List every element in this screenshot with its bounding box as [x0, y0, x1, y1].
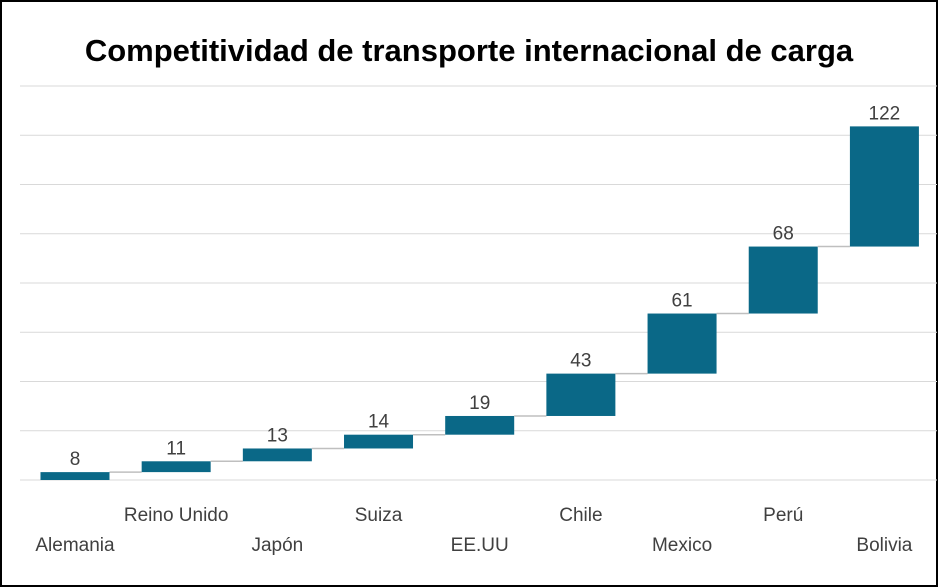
x-tick-label: Perú — [763, 505, 803, 526]
value-label: 43 — [570, 351, 591, 372]
x-tick-label: Reino Unido — [124, 505, 229, 526]
bar — [40, 472, 110, 480]
bar — [344, 434, 414, 449]
x-tick-label: Alemania — [35, 535, 115, 556]
x-tick-label: Mexico — [652, 535, 712, 556]
x-tick-label: Bolivia — [856, 535, 912, 556]
x-tick-label: Japón — [251, 535, 303, 556]
x-tick-label: EE.UU — [451, 535, 509, 556]
value-label: 11 — [166, 438, 186, 459]
value-label: 13 — [267, 425, 288, 446]
bar — [647, 313, 717, 374]
value-label: 61 — [671, 291, 692, 312]
chart-title: Competitividad de transporte internacion… — [85, 33, 854, 68]
value-label: 8 — [70, 449, 81, 470]
bar — [546, 373, 616, 416]
value-label: 19 — [469, 393, 490, 414]
value-label: 14 — [368, 412, 390, 433]
value-label: 68 — [773, 224, 794, 245]
bar — [445, 415, 515, 435]
bar — [242, 448, 312, 462]
value-label: 122 — [869, 103, 901, 124]
bar — [849, 126, 919, 247]
bar — [748, 246, 818, 314]
bar — [141, 461, 211, 473]
x-tick-label: Chile — [559, 505, 602, 526]
x-tick-label: Suiza — [355, 505, 403, 526]
